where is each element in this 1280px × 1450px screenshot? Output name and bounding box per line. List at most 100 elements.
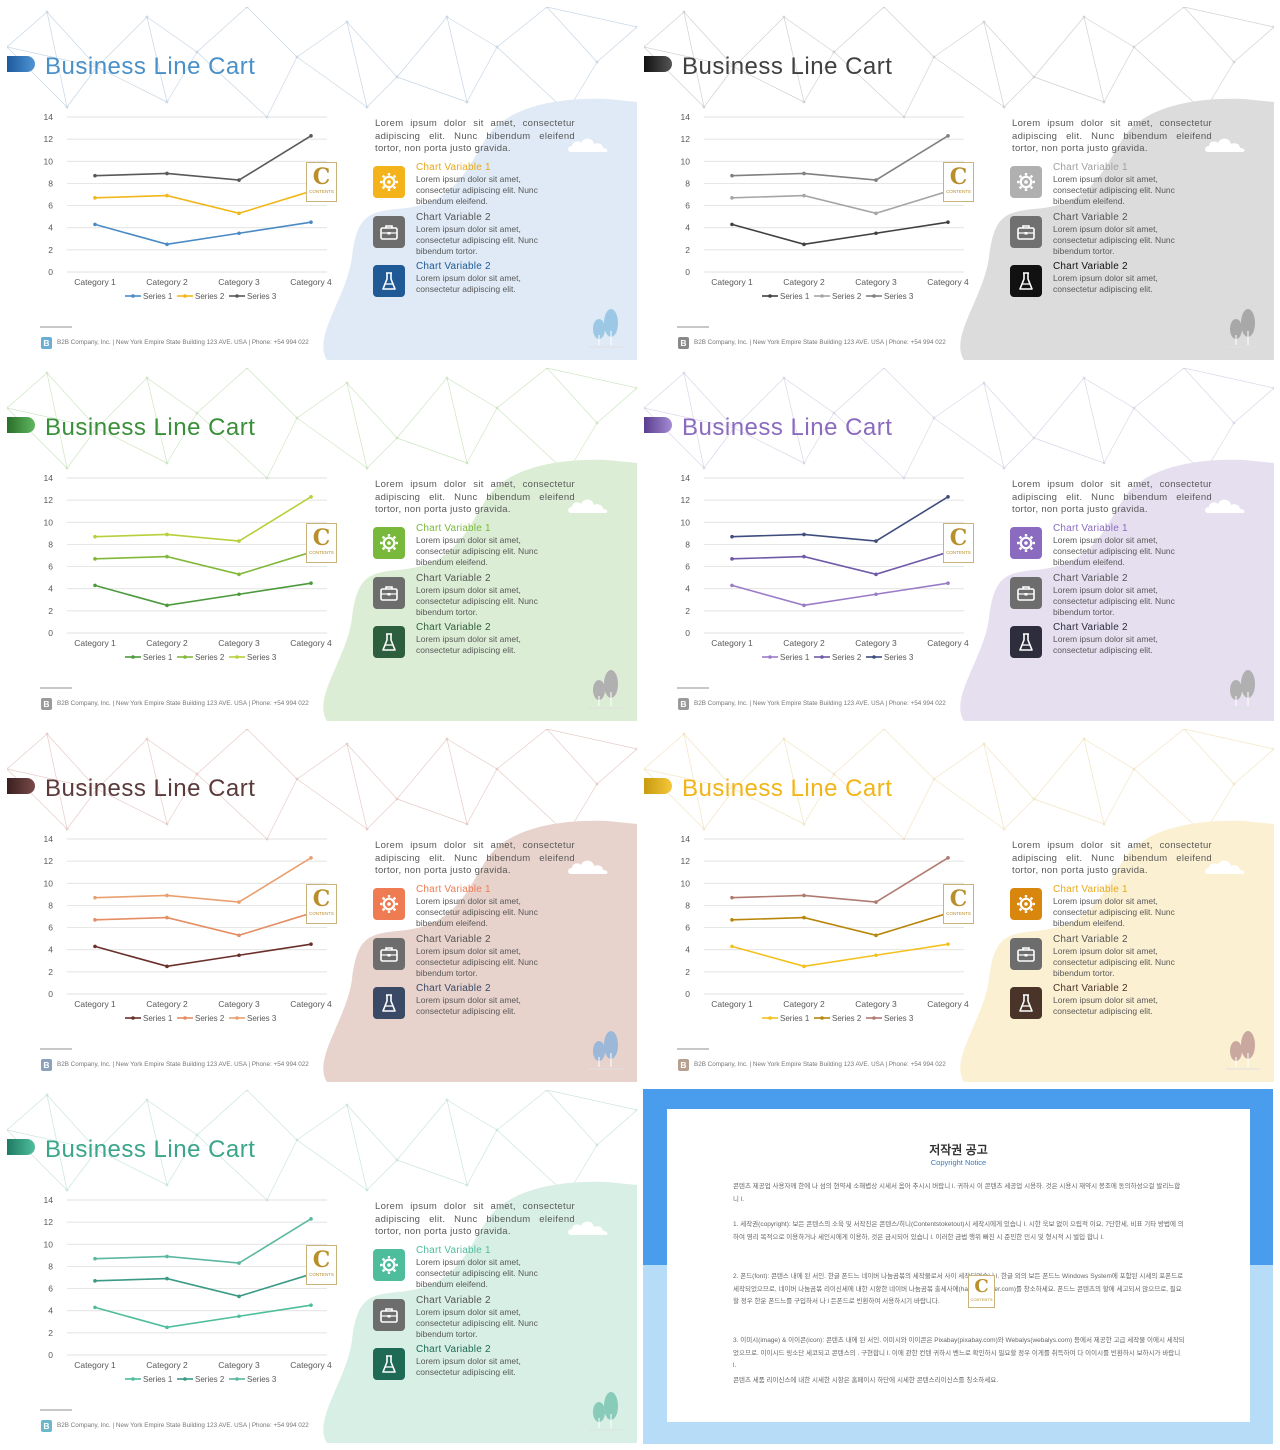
network-line <box>466 1129 498 1186</box>
data-point <box>309 220 313 224</box>
briefcase-icon-glyph <box>380 225 398 240</box>
network-node <box>635 747 637 751</box>
network-node <box>635 1108 637 1112</box>
cloud-icon <box>568 860 608 874</box>
copyright-notice-slide: 저작권 공고 Copyright Notice 콘텐츠 제공업 사용자께 한에 … <box>643 1089 1273 1444</box>
contents-logo-letter: C <box>312 525 331 551</box>
network-line <box>933 743 985 780</box>
series-line <box>731 190 949 215</box>
network-node <box>545 1090 549 1092</box>
network-node <box>145 376 149 380</box>
network-node <box>982 20 986 24</box>
gear-icon <box>373 527 405 559</box>
network-line <box>46 11 68 108</box>
y-tick-label: 4 <box>48 945 53 955</box>
network-background <box>644 729 1274 841</box>
network-line <box>246 7 298 58</box>
y-tick-label: 4 <box>48 584 53 594</box>
network-node <box>702 827 706 831</box>
network-line <box>446 738 498 770</box>
network-line <box>903 417 935 479</box>
chart-variable-text: Lorem ipsum dolor sit amet, consectetur … <box>416 634 521 655</box>
legend-marker <box>183 1377 187 1381</box>
network-line <box>733 738 785 790</box>
y-tick-label: 14 <box>681 473 691 483</box>
y-tick-label: 4 <box>685 945 690 955</box>
chart-variable-item: Chart Variable 2 Lorem ipsum dolor sit am… <box>373 983 613 1033</box>
y-tick-label: 6 <box>48 562 53 572</box>
data-point <box>946 220 950 224</box>
y-tick-label: 2 <box>48 1328 53 1338</box>
data-point <box>93 557 97 561</box>
network-line <box>803 412 835 464</box>
network-line <box>146 738 198 775</box>
data-point <box>946 856 950 860</box>
contents-logo: C CONTENTS <box>943 884 974 924</box>
title-marker <box>644 56 672 72</box>
network-node <box>1032 436 1036 440</box>
series-line <box>94 135 312 181</box>
network-line <box>396 76 468 103</box>
network-line <box>1103 768 1135 825</box>
footer-company-info: B2B Company, Inc. | New York Empire Stat… <box>694 1061 946 1068</box>
contents-logo-letter: C <box>312 1247 331 1273</box>
network-line <box>833 729 885 775</box>
network-line <box>683 11 735 68</box>
flask-icon <box>1010 265 1042 297</box>
flask-icon <box>373 1348 405 1380</box>
y-tick-label: 4 <box>685 584 690 594</box>
flask-icon <box>373 987 405 1019</box>
chart-variable-item: Chart Variable 2 Lorem ipsum dolor sit am… <box>1010 573 1250 623</box>
network-line <box>1003 76 1035 108</box>
legend-label: Series 1 <box>143 1014 173 1023</box>
briefcase-icon <box>373 216 405 248</box>
data-point <box>237 953 241 958</box>
network-node <box>165 100 169 104</box>
data-point <box>802 603 806 608</box>
y-tick-label: 2 <box>685 245 690 255</box>
slide-title: Business Line Cart <box>682 53 893 80</box>
network-node <box>1182 368 1186 370</box>
series-line <box>94 857 312 903</box>
network-node <box>445 15 449 19</box>
chart-variable-label: Chart Variable 2 <box>1053 983 1128 994</box>
legend-label: Series 1 <box>143 1375 173 1384</box>
data-point <box>237 572 241 577</box>
network-line <box>146 1099 198 1136</box>
network-line <box>1003 437 1035 469</box>
network-node <box>165 1183 169 1187</box>
data-point <box>802 532 806 537</box>
data-point <box>874 211 878 216</box>
network-node <box>982 381 986 385</box>
title-marker <box>7 417 35 433</box>
network-line <box>903 56 935 118</box>
network-line <box>1033 377 1085 439</box>
network-node <box>445 737 449 741</box>
x-tick-label: Category 4 <box>290 277 332 287</box>
contents-logo-text: CONTENTS <box>970 1297 993 1302</box>
data-point <box>237 592 241 597</box>
network-line <box>7 1129 98 1151</box>
slide-blue: Business Line Cart 0 2 4 6 8 10 12 14 Category 1 C… <box>7 7 637 360</box>
network-node <box>395 75 399 79</box>
x-tick-label: Category 2 <box>146 999 188 1009</box>
network-node <box>45 1093 49 1097</box>
network-node <box>644 406 646 410</box>
data-point <box>165 915 169 920</box>
data-point <box>237 933 241 938</box>
legend-marker <box>235 294 239 298</box>
legend-marker <box>820 655 824 659</box>
y-tick-label: 0 <box>685 628 690 638</box>
network-line <box>196 412 268 479</box>
briefcase-icon-glyph <box>1017 225 1035 240</box>
data-point <box>802 893 806 898</box>
series-line <box>731 582 949 607</box>
x-tick-label: Category 4 <box>290 999 332 1009</box>
network-background <box>644 368 1274 480</box>
network-line <box>933 21 985 58</box>
network-line <box>496 1090 548 1131</box>
network-line <box>683 733 735 790</box>
network-line <box>833 773 905 840</box>
network-line <box>7 1094 48 1131</box>
briefcase-icon <box>1010 938 1042 970</box>
